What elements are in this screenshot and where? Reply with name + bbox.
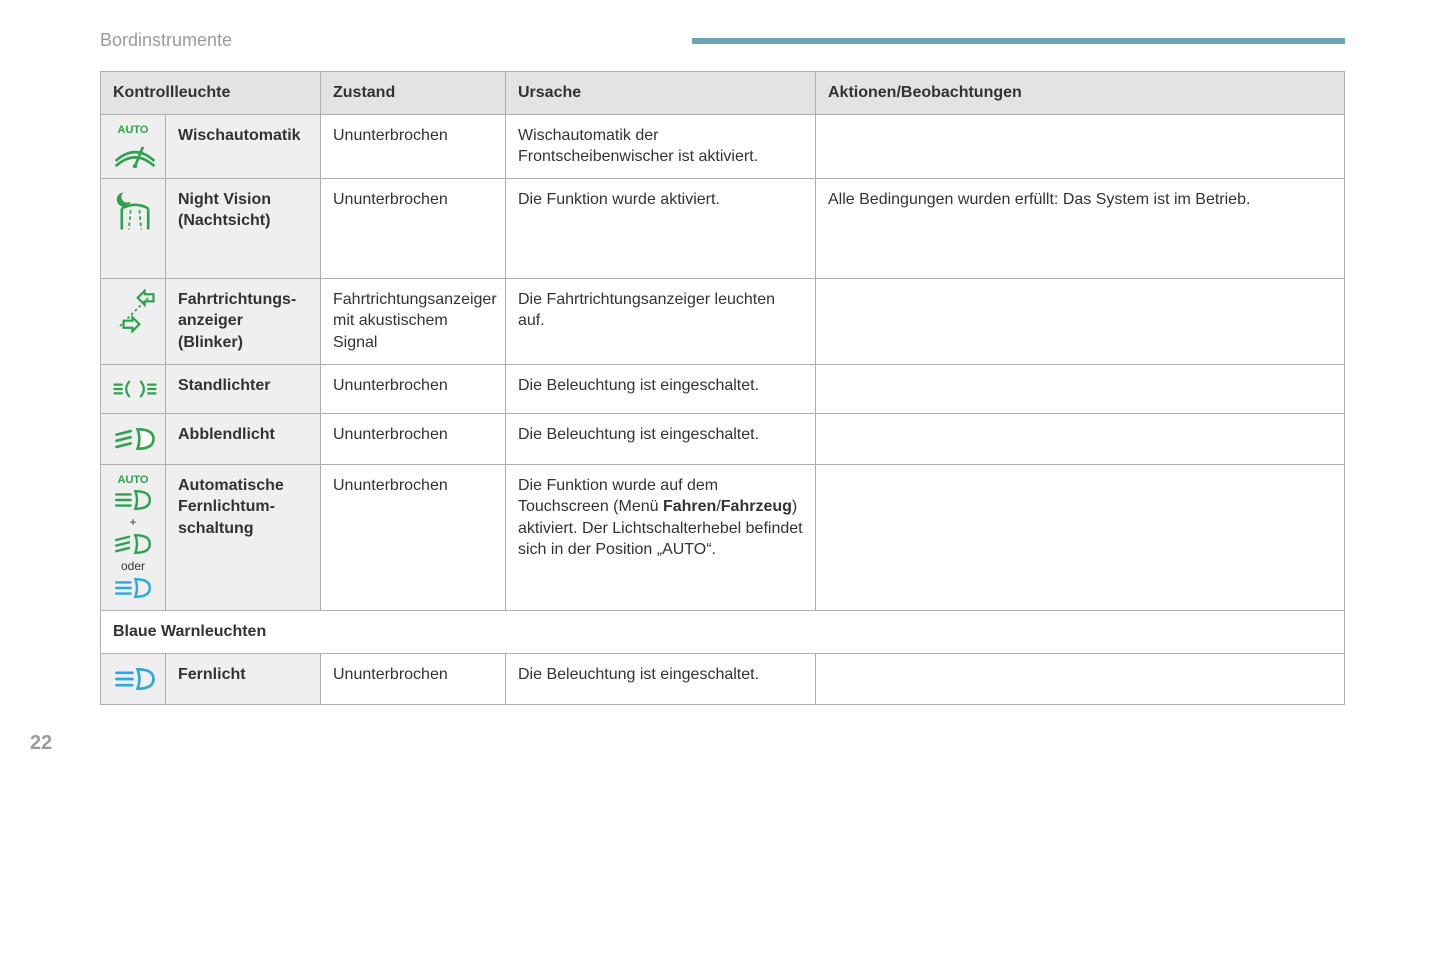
table-row: AUTO Wischautomatik Ununterbrochen Wisch… [101, 114, 1345, 178]
oder-label: oder [121, 558, 145, 574]
row-name: Standlichter [166, 364, 321, 413]
row-name: Fernlicht [166, 653, 321, 704]
row-name: Automatische Fernlichtum­schaltung [166, 464, 321, 610]
row-action: Alle Bedingungen wurden erfüllt: Das Sys… [816, 178, 1345, 278]
page-number: 22 [30, 732, 52, 755]
row-cause: Die Beleuchtung ist eingeschaltet. [506, 364, 816, 413]
row-cause: Die Fahrtrichtungsanzeiger leuchten auf. [506, 278, 816, 364]
auto-label: AUTO [118, 125, 149, 136]
table-row: AUTO + [101, 464, 1345, 610]
high-beam-blue-icon [113, 664, 157, 694]
row-action [816, 413, 1345, 464]
row-action [816, 464, 1345, 610]
table-row: Standlichter Ununterbrochen Die Beleucht… [101, 364, 1345, 413]
row-cause: Die Funktion wurde auf dem Touchscreen (… [506, 464, 816, 610]
row-cause: Die Beleuchtung ist eingeschaltet. [506, 413, 816, 464]
row-name: Abblendlicht [166, 413, 321, 464]
plus-label: + [129, 514, 136, 530]
col-header-zustand: Zustand [321, 72, 506, 115]
side-lights-icon [113, 375, 157, 403]
warning-lights-table: Kontrollleuchte Zustand Ursache Aktionen… [100, 71, 1345, 705]
row-cause: Die Beleuchtung ist eingeschaltet. [506, 653, 816, 704]
row-state: Ununterbrochen [321, 464, 506, 610]
row-action [816, 114, 1345, 178]
high-beam-blue-icon [113, 576, 153, 600]
row-name: Fahrtrichtungs­anzeiger (Blinker) [166, 278, 321, 364]
auto-label: AUTO [118, 475, 149, 486]
row-action [816, 653, 1345, 704]
night-vision-icon [113, 189, 157, 233]
table-row: Fernlicht Ununterbrochen Die Beleuchtung… [101, 653, 1345, 704]
table-row: Abblendlicht Ununterbrochen Die Beleucht… [101, 413, 1345, 464]
row-state: Ununterbrochen [321, 653, 506, 704]
row-action [816, 278, 1345, 364]
table-row: Fahrtrichtungs­anzeiger (Blinker) Fahrtr… [101, 278, 1345, 364]
row-state: Ununterbrochen [321, 364, 506, 413]
section-row: Blaue Warnleuchten [101, 610, 1345, 653]
wiper-icon [113, 138, 157, 168]
row-state: Ununterbrochen [321, 114, 506, 178]
row-state: Fahrtrichtungsanzeiger mit akustischem S… [321, 278, 506, 364]
col-header-ursache: Ursache [506, 72, 816, 115]
row-action [816, 364, 1345, 413]
row-cause: Wischautomatik der Frontscheibenwischer … [506, 114, 816, 178]
row-cause: Die Funktion wurde aktiviert. [506, 178, 816, 278]
table-row: Night Vision (Nachtsicht) Ununterbrochen… [101, 178, 1345, 278]
col-header-kontrollleuchte: Kontrollleuchte [101, 72, 321, 115]
header-accent-bar [692, 38, 1345, 44]
low-beam-icon [113, 424, 157, 454]
low-beam-green-icon [113, 532, 153, 556]
row-name: Wischautomatik [166, 114, 321, 178]
row-state: Ununterbrochen [321, 178, 506, 278]
turn-signal-icon [113, 289, 157, 333]
col-header-aktionen: Aktionen/Beobachtungen [816, 72, 1345, 115]
high-beam-green-icon [113, 488, 153, 512]
row-state: Ununterbrochen [321, 413, 506, 464]
section-header: Blaue Warnleuchten [101, 610, 1345, 653]
breadcrumb: Bordinstrumente [100, 30, 232, 51]
row-name: Night Vision (Nachtsicht) [166, 178, 321, 278]
